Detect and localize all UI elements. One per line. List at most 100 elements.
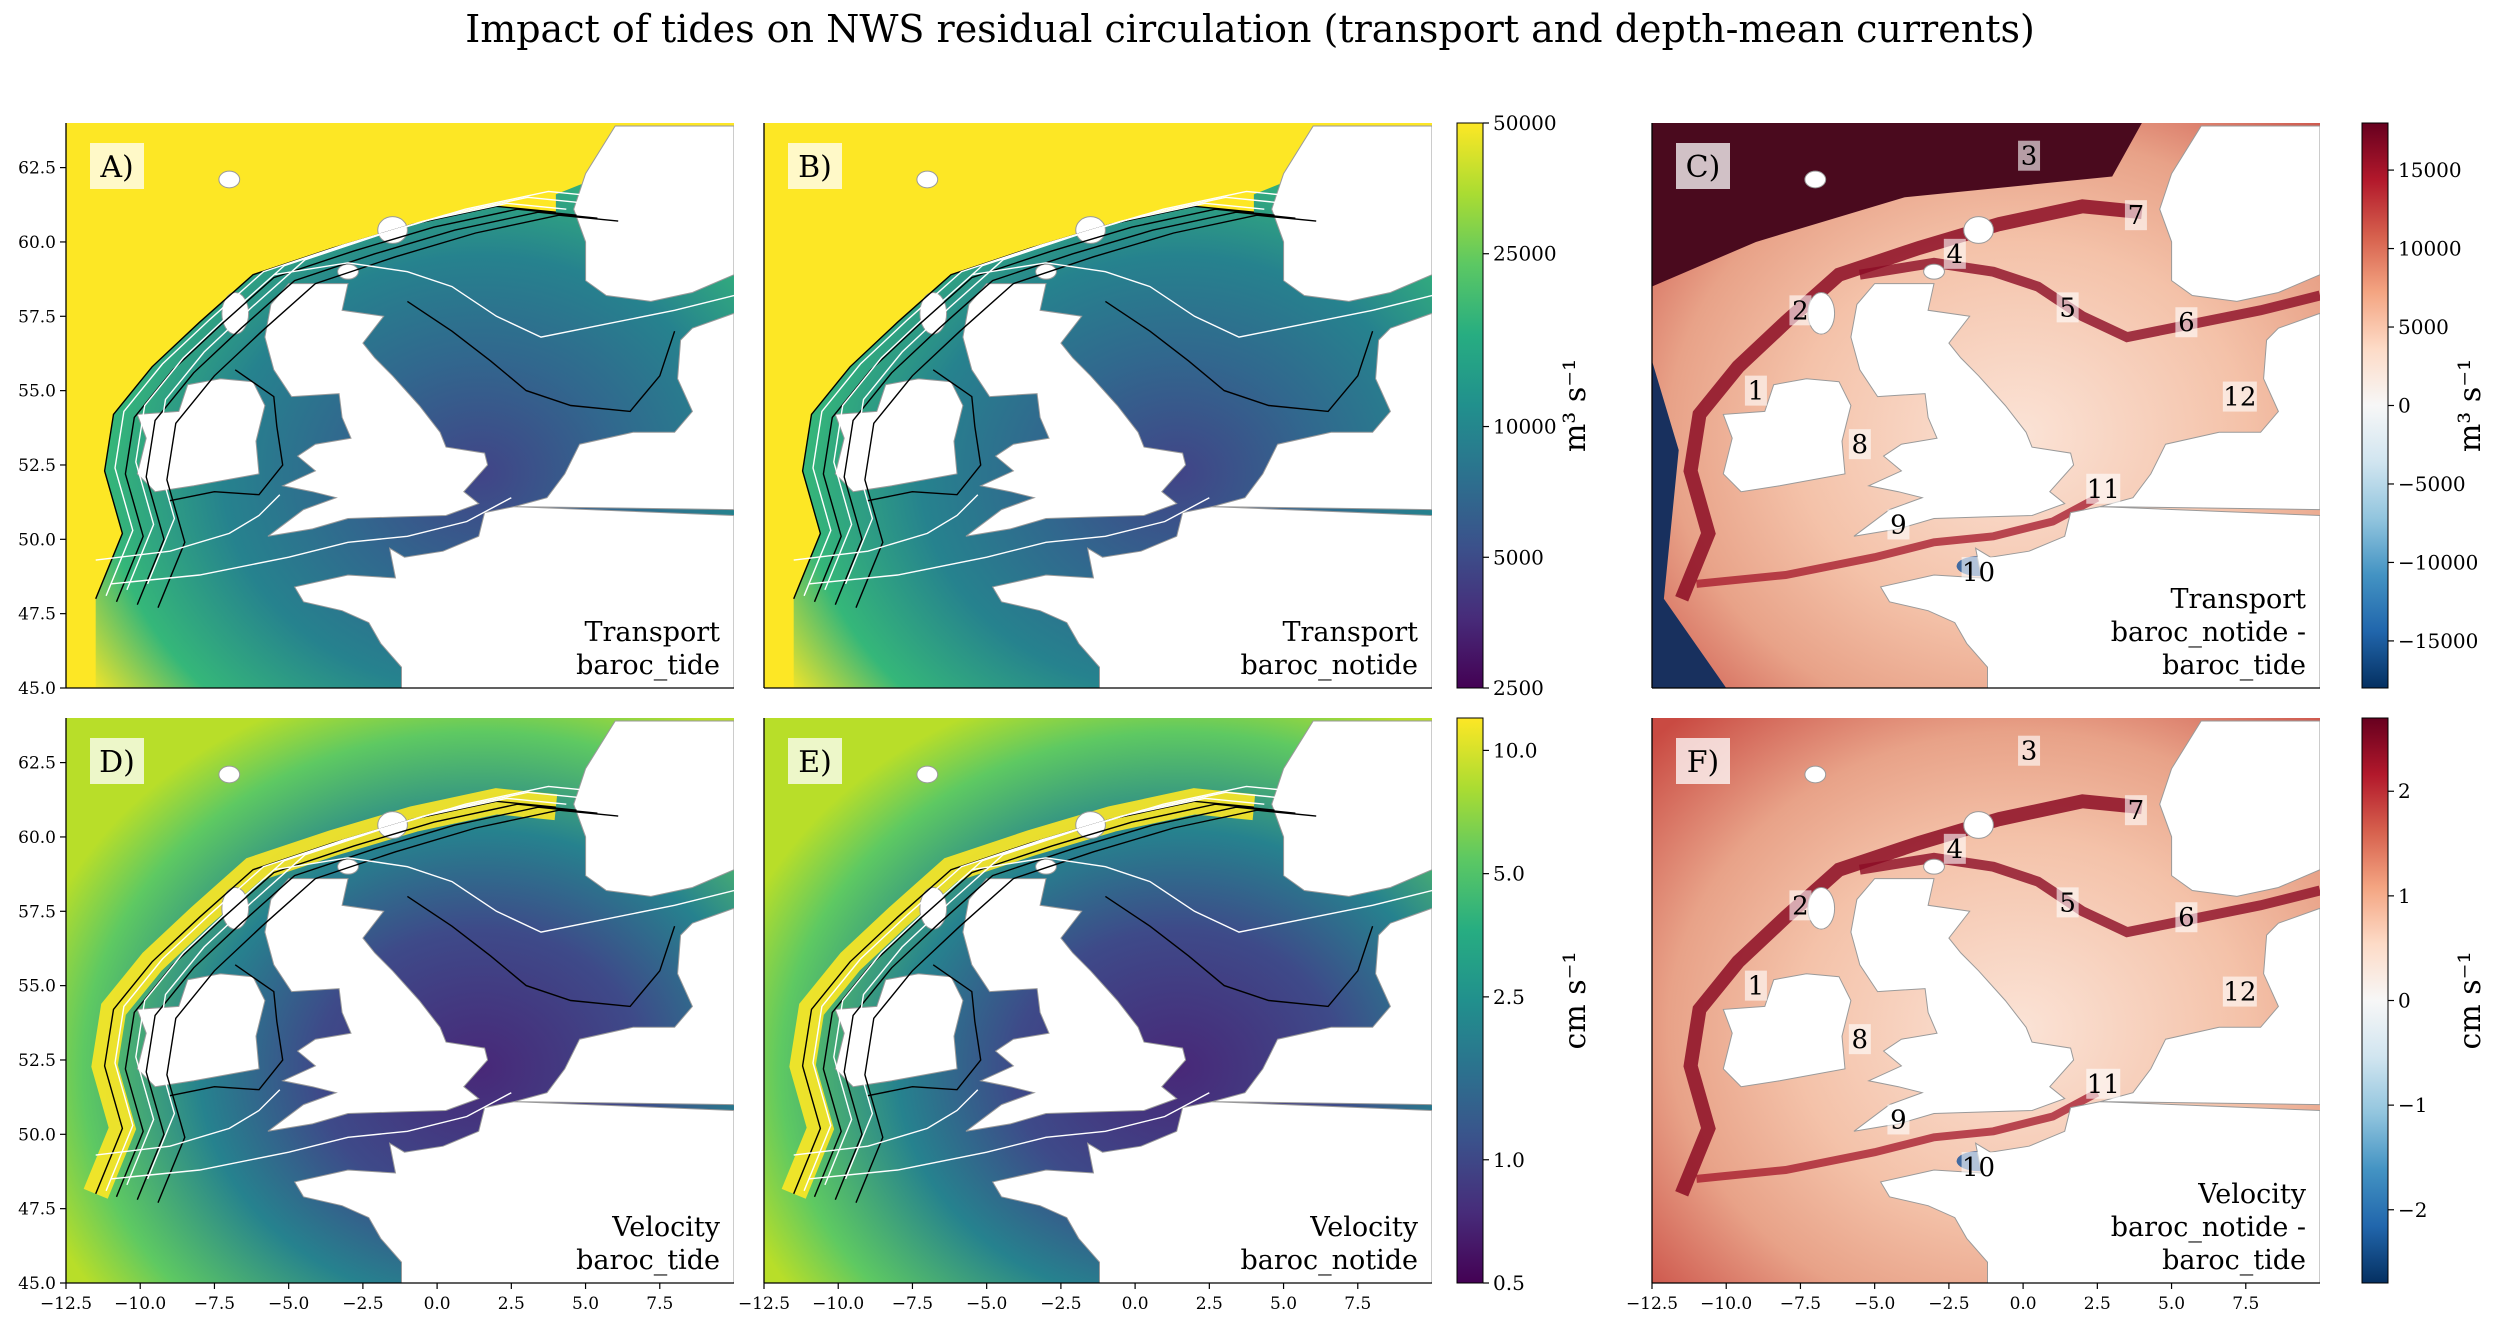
shelf-streamline <box>110 497 512 585</box>
land-gb <box>264 283 489 537</box>
region-label-box <box>2056 292 2079 323</box>
shelf-streamline <box>407 300 676 413</box>
region-label-box <box>2222 976 2257 1007</box>
panel-caption-line: baroc_notide <box>1240 1245 1418 1276</box>
slope-streamline <box>824 791 1286 1186</box>
island-0 <box>1963 216 1994 244</box>
land-gb <box>962 878 1187 1132</box>
land-eu <box>514 312 734 511</box>
land-fr <box>991 506 1432 688</box>
land-no <box>573 720 734 897</box>
land-no <box>1271 720 1432 897</box>
region-label: 4 <box>1947 835 1964 865</box>
region-label-box <box>2056 887 2079 918</box>
x-tick-label: 5.0 <box>2158 1294 2185 1314</box>
deep-ocean-saturated <box>66 123 734 688</box>
colorbar-tick-label: −5000 <box>2398 472 2466 496</box>
x-tick-label: 2.5 <box>498 1294 525 1314</box>
colorbar-tick-label: −15000 <box>2398 629 2478 653</box>
panel-letter-box <box>90 143 144 189</box>
panel-caption-line: Transport <box>1282 617 1418 648</box>
panel-grid: A)Transportbaroc_tide45.047.550.052.555.… <box>18 123 2320 1314</box>
x-tick-label: 0.0 <box>424 1294 451 1314</box>
island-1 <box>1035 858 1057 875</box>
land-fr <box>1879 506 2320 688</box>
region-label: 12 <box>2223 383 2256 413</box>
channel-anomaly-band <box>1696 1089 2100 1183</box>
x-tick-label: −2.5 <box>342 1294 383 1314</box>
y-tick-label: 45.0 <box>18 1274 56 1294</box>
x-tick-label: −12.5 <box>1626 1294 1678 1314</box>
panel-letter: F) <box>1687 745 1720 780</box>
colorbar-label: cm s⁻¹ <box>2453 951 2488 1049</box>
slope-streamline <box>793 205 1254 600</box>
land-eu <box>1212 312 1432 511</box>
colorbar-right-1: 2 1 0 −1 −2 cm s⁻¹ <box>2361 717 2488 1284</box>
panel-caption-line: baroc_notide - <box>2111 1212 2306 1243</box>
island-1 <box>1923 858 1945 875</box>
island-1 <box>1923 263 1945 280</box>
panel-letter-box <box>1676 143 1730 189</box>
colorbar-tick-label: −10000 <box>2398 550 2478 574</box>
shelf-streamline <box>971 857 1432 933</box>
panel-caption-line: baroc_tide <box>2162 1245 2306 1276</box>
colorbar-tick-label: 2500 <box>1493 676 1544 700</box>
region-label: 4 <box>1947 240 1964 270</box>
land-gb <box>1850 283 2075 537</box>
region-label: 9 <box>1890 510 1907 540</box>
region-label-box <box>1848 1024 1871 1055</box>
region-label-box <box>2124 795 2147 826</box>
island-0 <box>1963 811 1994 839</box>
heatmap-field <box>764 718 1432 1283</box>
shelf-streamline <box>793 1089 979 1156</box>
region-label-box <box>2086 473 2121 504</box>
colorbar-tick-label: 25000 <box>1493 242 1557 266</box>
y-tick-label: 47.5 <box>18 1200 56 1220</box>
island-3 <box>1807 292 1836 335</box>
x-tick-label: 0.0 <box>1122 1294 1149 1314</box>
x-tick-label: 7.5 <box>1344 1294 1371 1314</box>
colorbar-tick-label: 50000 <box>1493 111 1557 135</box>
land-ie <box>1722 378 1852 493</box>
panel-caption-line: Transport <box>584 617 720 648</box>
slope-anomaly-band <box>1675 794 2143 1197</box>
land-gb <box>1850 878 2075 1132</box>
island-1 <box>337 263 359 280</box>
x-tick-label: 5.0 <box>1270 1294 1297 1314</box>
region-label-box <box>1744 375 1767 406</box>
x-tick-label: −5.0 <box>1854 1294 1895 1314</box>
region-label-box <box>2175 902 2198 933</box>
shelf-streamline <box>971 262 1432 338</box>
slope-streamline <box>834 211 1296 605</box>
region-label-box <box>2018 140 2041 171</box>
panel-caption-line: Transport <box>2170 584 2306 615</box>
region-label: 11 <box>2087 1070 2120 1100</box>
region-label-box <box>2175 307 2198 338</box>
region-label-box <box>1943 238 1966 269</box>
land-gb <box>264 878 489 1132</box>
x-tick-label: −10.0 <box>1700 1294 1752 1314</box>
region-label: 9 <box>1890 1105 1907 1135</box>
region-label-box <box>2086 1068 2121 1099</box>
colorbar-tick-label: 5.0 <box>1493 862 1525 886</box>
region-label-box <box>1744 970 1767 1001</box>
shelf-streamline <box>808 1092 1210 1180</box>
colorbar-tick-label: 10000 <box>1493 415 1557 439</box>
x-tick-label: −7.5 <box>1780 1294 1821 1314</box>
region-label: 12 <box>2223 978 2256 1008</box>
y-tick-label: 57.5 <box>18 307 56 327</box>
negative-anomaly-area <box>1652 360 1727 688</box>
shelf-streamline <box>867 964 982 1097</box>
x-tick-label: −7.5 <box>194 1294 235 1314</box>
shelf-streamline <box>169 369 284 502</box>
y-tick-label: 60.0 <box>18 828 56 848</box>
land-no <box>1271 125 1432 302</box>
colorbar-tick-label: 1 <box>2398 884 2411 908</box>
panel-letter: D) <box>99 745 135 780</box>
x-tick-label: 7.5 <box>646 1294 673 1314</box>
x-tick-label: −7.5 <box>892 1294 933 1314</box>
